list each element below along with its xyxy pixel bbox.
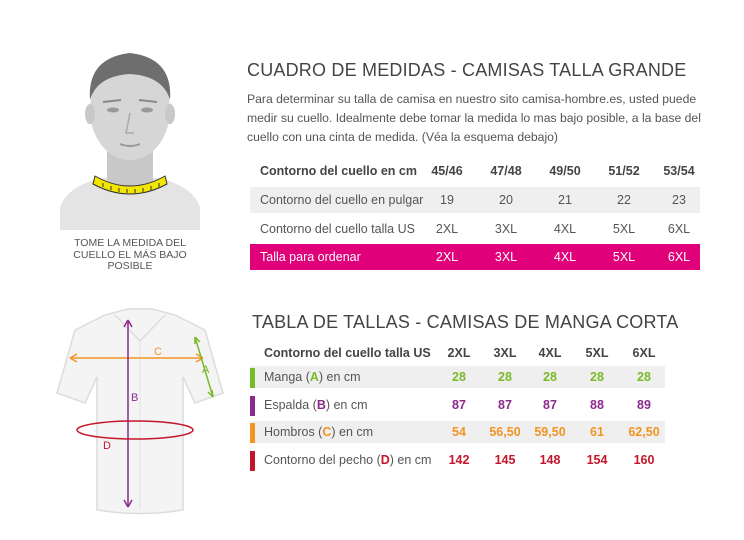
caption-line-1: TOME LA MEDIDA DEL <box>74 237 186 249</box>
cell: 62,50 <box>628 425 660 439</box>
cell: 28 <box>543 370 557 384</box>
cell: 59,50 <box>534 425 566 439</box>
cell: 22 <box>617 193 631 207</box>
neck-row-label: Contorno del cuello talla US <box>260 222 415 236</box>
cell: 3XL <box>494 250 518 264</box>
section2-title: TABLA DE TALLAS - CAMISAS DE MANGA CORTA <box>252 312 679 332</box>
cell: 51/52 <box>608 164 640 178</box>
label-d: D <box>103 440 111 452</box>
cell: 45/46 <box>431 164 463 178</box>
cell: 87 <box>452 398 466 412</box>
cell: 53/54 <box>663 164 695 178</box>
head-illustration <box>60 53 200 230</box>
row-hombros: Hombros (C) en cm 54 56,50 59,50 61 62,5… <box>250 421 665 443</box>
section1-description: Para determinar su talla de camisa en nu… <box>247 92 701 144</box>
caption-line-2: CUELLO EL MÁS BAJO <box>73 248 187 261</box>
row-label: Hombros (C) en cm <box>264 425 374 439</box>
row-label: Contorno del pecho (D) en cm <box>264 453 432 467</box>
cell: 28 <box>637 370 651 384</box>
cell: 5XL <box>612 250 636 264</box>
section1-title: CUADRO DE MEDIDAS - CAMISAS TALLA GRANDE <box>247 60 687 80</box>
cell: 20 <box>499 193 513 207</box>
cell: 61 <box>590 425 604 439</box>
cell: 145 <box>494 453 516 467</box>
cell: 54 <box>452 425 466 439</box>
cell: 47/48 <box>490 164 522 178</box>
cell: 23 <box>672 193 686 207</box>
cell: 154 <box>586 453 608 467</box>
cell: 160 <box>633 453 655 467</box>
cell: 56,50 <box>489 425 521 439</box>
label-a: A <box>202 364 210 376</box>
cell: 49/50 <box>549 164 581 178</box>
row-label: Espalda (B) en cm <box>264 398 368 412</box>
cell: 87 <box>498 398 512 412</box>
cell: 6XL <box>667 250 691 264</box>
row-espalda: Espalda (B) en cm 87 87 87 88 89 <box>250 394 665 416</box>
row-pecho: Contorno del pecho (D) en cm 142 145 148… <box>250 449 665 471</box>
cell: 28 <box>452 370 466 384</box>
neck-row-inch: Contorno del cuello en pulgar 19 20 21 2… <box>250 187 700 213</box>
label-b: B <box>131 392 139 404</box>
header-cell: 2XL <box>447 346 471 360</box>
cell: 4XL <box>553 222 577 236</box>
cell: 88 <box>590 398 604 412</box>
header-cell: 5XL <box>585 346 609 360</box>
cell: 19 <box>440 193 454 207</box>
cell: 142 <box>448 453 470 467</box>
cell: 6XL <box>667 222 691 236</box>
cell: 4XL <box>553 250 577 264</box>
header-cell: 3XL <box>493 346 517 360</box>
neck-row-us: Contorno del cuello talla US 2XL 3XL 4XL… <box>250 216 700 242</box>
row-color-bar <box>250 368 255 388</box>
cell: 2XL <box>435 222 459 236</box>
cell: 5XL <box>612 222 636 236</box>
neck-row-cm: Contorno del cuello en cm 45/46 47/48 49… <box>250 158 700 184</box>
row-label: Manga (A) en cm <box>264 370 361 384</box>
caption-line-3: POSIBLE <box>107 260 153 272</box>
neck-row-label: Contorno del cuello en pulgar <box>260 193 424 207</box>
neck-row-label: Talla para ordenar <box>260 250 361 264</box>
label-c: C <box>154 346 162 358</box>
cell: 89 <box>637 398 651 412</box>
header-cell: 4XL <box>538 346 562 360</box>
cell: 28 <box>498 370 512 384</box>
cell: 28 <box>590 370 604 384</box>
cell: 87 <box>543 398 557 412</box>
cell: 148 <box>539 453 561 467</box>
row-color-bar <box>250 451 255 471</box>
header-cell: 6XL <box>632 346 656 360</box>
cell: 21 <box>558 193 572 207</box>
row-manga: Manga (A) en cm 28 28 28 28 28 <box>250 366 665 388</box>
shirt-illustration <box>56 308 224 515</box>
row-color-bar <box>250 396 255 416</box>
header-label: Contorno del cuello talla US <box>264 346 431 360</box>
row-color-bar <box>250 423 255 443</box>
neck-row-order: Talla para ordenar 2XL 3XL 4XL 5XL 6XL <box>250 244 700 270</box>
cell: 3XL <box>494 222 518 236</box>
cell: 2XL <box>435 250 459 264</box>
head-caption: TOME LA MEDIDA DEL CUELLO EL MÁS BAJO PO… <box>50 237 210 273</box>
size-header-row: Contorno del cuello talla US 2XL 3XL 4XL… <box>250 342 665 364</box>
neck-row-label: Contorno del cuello en cm <box>260 164 417 178</box>
